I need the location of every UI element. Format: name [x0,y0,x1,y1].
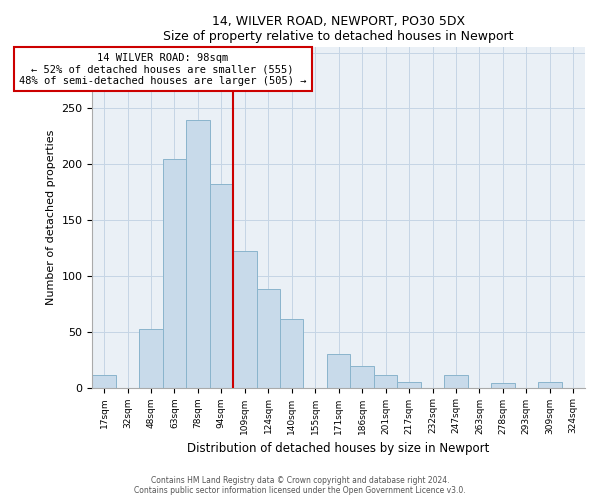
Bar [209,184,233,388]
Y-axis label: Number of detached properties: Number of detached properties [46,130,56,305]
Bar [374,376,397,388]
Bar [92,376,116,388]
Bar [233,252,257,388]
Bar [139,330,163,388]
Bar [327,354,350,388]
Bar [397,382,421,388]
Bar [444,376,467,388]
Bar [538,382,562,388]
Bar [186,120,209,388]
X-axis label: Distribution of detached houses by size in Newport: Distribution of detached houses by size … [187,442,490,455]
Title: 14, WILVER ROAD, NEWPORT, PO30 5DX
Size of property relative to detached houses : 14, WILVER ROAD, NEWPORT, PO30 5DX Size … [163,15,514,43]
Bar [163,158,186,388]
Bar [350,366,374,388]
Text: 14 WILVER ROAD: 98sqm
← 52% of detached houses are smaller (555)
48% of semi-det: 14 WILVER ROAD: 98sqm ← 52% of detached … [19,52,307,86]
Bar [280,320,304,388]
Text: Contains HM Land Registry data © Crown copyright and database right 2024.
Contai: Contains HM Land Registry data © Crown c… [134,476,466,495]
Bar [257,290,280,388]
Bar [491,383,515,388]
